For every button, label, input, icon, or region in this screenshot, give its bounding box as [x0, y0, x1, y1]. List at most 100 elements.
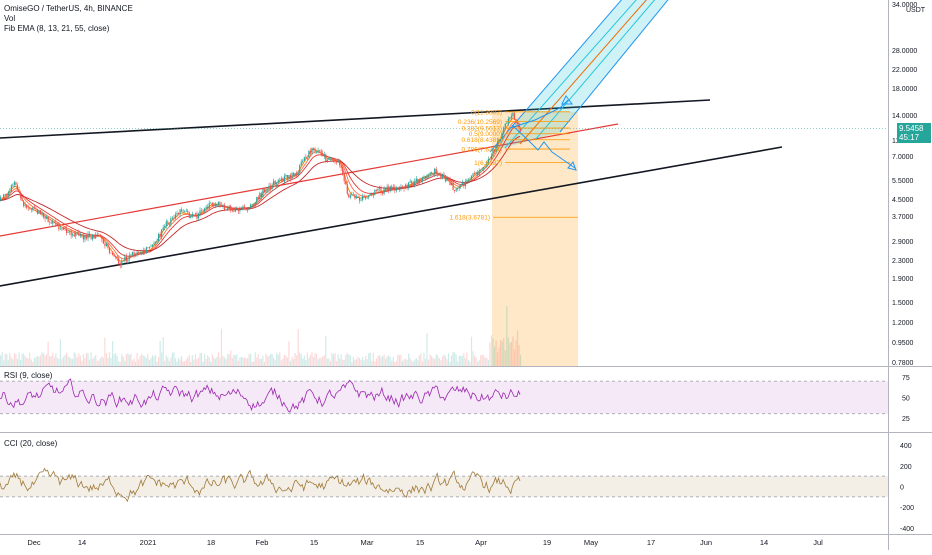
volume-bar	[395, 361, 397, 366]
candle-body	[243, 206, 246, 210]
volume-bar	[0, 355, 2, 366]
volume-bar	[55, 353, 57, 366]
volume-bar	[280, 360, 282, 366]
price-axis-tick: 3.7000	[892, 214, 914, 221]
volume-bar	[162, 337, 164, 366]
volume-bar	[306, 352, 308, 366]
candle-body	[348, 193, 350, 198]
volume-bar	[99, 358, 101, 366]
volume-bar	[23, 353, 25, 366]
volume-bar	[406, 360, 408, 366]
volume-bar	[231, 357, 233, 366]
candle-body	[122, 260, 124, 262]
candle-body	[372, 194, 374, 196]
volume-bar	[170, 357, 172, 366]
candle-body	[335, 160, 338, 163]
volume-bar	[400, 354, 402, 366]
candle-body	[299, 165, 301, 173]
candle-body	[72, 234, 74, 236]
volume-bar	[411, 360, 413, 366]
candle-body	[171, 217, 173, 219]
candle-body	[317, 150, 319, 152]
time-axis-label: Jul	[813, 538, 823, 547]
candle-body	[56, 223, 58, 225]
candle-body	[345, 181, 347, 184]
rsi-title[interactable]: RSI (9, close)	[4, 371, 53, 380]
candle-body	[337, 160, 339, 163]
volume-bar	[242, 357, 244, 366]
candle-body	[477, 172, 479, 175]
candle-body	[219, 202, 221, 206]
volume-bar	[24, 356, 26, 366]
time-axis-label: Dec	[27, 538, 41, 547]
volume-bar	[285, 355, 287, 366]
candle-body	[464, 181, 466, 187]
candle-body	[297, 172, 299, 176]
candle-body	[133, 252, 135, 257]
volume-bar	[90, 352, 92, 366]
volume-bar	[46, 353, 48, 366]
candle-body	[312, 147, 315, 149]
volume-bar	[437, 355, 439, 366]
candle-body	[92, 234, 94, 240]
candle-body	[322, 153, 324, 156]
volume-bar	[435, 354, 437, 366]
candle-body	[427, 174, 430, 176]
price-axis-tick: 14.0000	[892, 113, 917, 120]
candle-body	[458, 186, 460, 189]
fib-ema-label[interactable]: Fib EMA (8, 13, 21, 55, close)	[4, 24, 110, 33]
volume-bar	[424, 358, 427, 366]
candle-body	[257, 196, 259, 200]
cci-title[interactable]: CCI (20, close)	[4, 439, 58, 448]
volume-bar	[345, 354, 347, 366]
volume-bar	[297, 328, 299, 366]
volume-bar	[222, 356, 224, 366]
volume-bar	[354, 359, 356, 366]
volume-bar	[254, 352, 256, 366]
volume-bar	[234, 355, 236, 366]
volume-bar	[282, 358, 284, 366]
candle-body	[128, 255, 131, 260]
candle-body	[435, 168, 437, 174]
candle-body	[182, 211, 184, 213]
cci-axis-tick: -200	[900, 505, 914, 512]
candle-body	[288, 175, 290, 179]
candle-body	[417, 178, 419, 183]
candle-body	[10, 185, 12, 192]
price-axis-tick: 0.9500	[892, 340, 914, 347]
volume-bar	[199, 353, 201, 366]
candle-body	[400, 186, 402, 189]
volume-bar	[220, 328, 223, 366]
candle-body	[136, 251, 138, 255]
price-axis-tick: 7.0000	[892, 154, 914, 161]
candle-body	[265, 189, 267, 193]
fib-level-label: 0.236(10.2569)	[458, 119, 502, 126]
volume-bar	[50, 356, 52, 366]
volume-bar	[107, 357, 109, 366]
volume-bar	[59, 339, 62, 366]
candle-body	[438, 173, 440, 175]
volume-label[interactable]: Vol	[4, 14, 16, 23]
volume-bar	[277, 354, 279, 366]
volume-bar	[481, 354, 483, 366]
volume-bar	[230, 350, 232, 366]
volume-bar	[115, 353, 117, 366]
volume-bar	[35, 357, 37, 366]
candle-body	[498, 139, 500, 142]
candle-body	[208, 202, 210, 209]
rsi-line	[0, 378, 521, 413]
candle-body	[240, 209, 243, 210]
candle-body	[496, 141, 499, 147]
candle-body	[185, 210, 187, 212]
candle-body	[431, 172, 433, 174]
volume-bar	[417, 359, 419, 366]
candle-body	[398, 188, 401, 190]
candle-body	[486, 163, 488, 167]
candle-body	[161, 229, 163, 238]
symbol-title[interactable]: OmiseGO / TetherUS, 4h, BINANCE	[4, 4, 133, 13]
arrow-head	[561, 95, 573, 105]
candle-body	[62, 227, 65, 230]
candle-body	[371, 193, 373, 196]
candle-body	[35, 208, 37, 210]
